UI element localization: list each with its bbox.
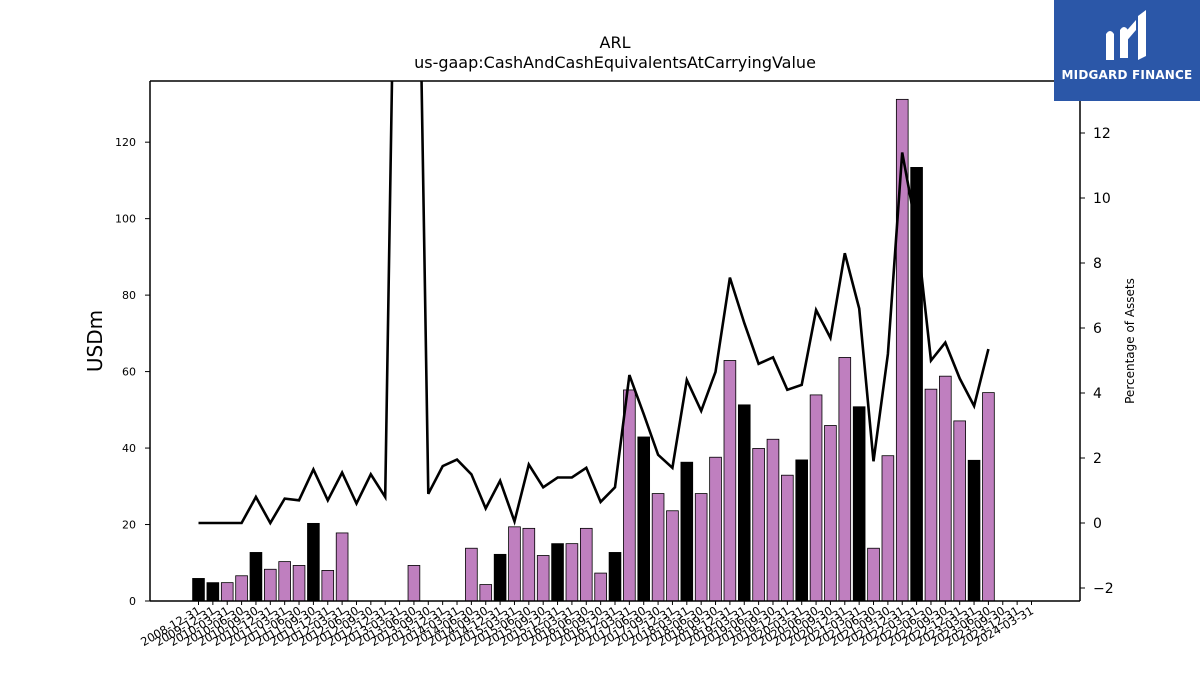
bar	[278, 561, 291, 602]
bar	[565, 543, 579, 602]
bar	[737, 404, 751, 602]
bar	[766, 438, 780, 602]
bar	[781, 474, 794, 602]
bar	[465, 547, 478, 602]
bar	[594, 572, 607, 602]
bar	[192, 578, 205, 602]
bar	[206, 582, 220, 602]
y2-tick-label: 4	[1093, 386, 1102, 402]
bar	[235, 575, 248, 602]
bar	[680, 461, 694, 602]
bar	[694, 493, 708, 602]
y-axis-label: USDm	[83, 310, 107, 372]
y2-tick-label: 8	[1093, 256, 1102, 272]
y2-tick-label: −2	[1093, 581, 1114, 597]
y-tick-label: 80	[122, 289, 136, 302]
bar	[795, 459, 808, 602]
midgard-logo-icon	[1106, 10, 1146, 60]
bar	[536, 555, 550, 602]
bar	[608, 552, 622, 602]
bar	[666, 510, 679, 602]
series-line	[198, 81, 990, 526]
bar	[264, 568, 277, 602]
bar	[809, 394, 823, 602]
bar	[522, 527, 536, 602]
bar	[924, 388, 938, 602]
y2-tick-label: 12	[1093, 126, 1111, 142]
y-tick-label: 40	[122, 442, 136, 455]
bar	[881, 455, 895, 602]
bar	[939, 375, 952, 602]
y2-tick-label: 2	[1093, 451, 1102, 467]
y-tick-label: 20	[122, 519, 136, 532]
bar	[579, 527, 593, 602]
bar	[623, 389, 636, 602]
y-tick-label: 100	[115, 213, 136, 226]
chart-title: ARL	[600, 33, 631, 52]
y-tick-label: 0	[129, 595, 136, 608]
bar	[982, 392, 995, 602]
bar	[321, 570, 335, 602]
y2-tick-label: 10	[1093, 191, 1111, 207]
bar	[220, 582, 234, 602]
bar	[852, 406, 866, 602]
bar	[967, 459, 981, 602]
bar	[637, 436, 651, 602]
bar	[335, 532, 349, 602]
bar	[307, 522, 320, 602]
bar	[723, 360, 737, 602]
y2-tick-label: 0	[1093, 516, 1102, 532]
bar	[709, 456, 722, 602]
bar	[407, 565, 421, 602]
bar	[249, 552, 263, 602]
bar	[508, 526, 521, 602]
y2-axis-label: Percentage of Assets	[1123, 278, 1137, 404]
brand-logo: MIDGARD FINANCE	[1054, 0, 1200, 101]
y-tick-label: 60	[122, 366, 136, 379]
bar	[479, 584, 493, 602]
bar	[838, 357, 852, 602]
bar	[752, 448, 765, 602]
bar	[651, 493, 665, 602]
bar	[953, 420, 966, 602]
bar	[292, 565, 306, 602]
bar	[867, 547, 880, 602]
bar	[551, 543, 564, 602]
y2-tick-label: 6	[1093, 321, 1102, 337]
bar	[493, 553, 507, 602]
bar	[824, 425, 837, 602]
brand-name: MIDGARD FINANCE	[1061, 68, 1193, 82]
chart-subtitle: us-gaap:CashAndCashEquivalentsAtCarrying…	[414, 53, 816, 72]
plot-area: 020406080100120−20246810122008-12-312009…	[115, 80, 1114, 649]
y-tick-label: 120	[115, 136, 136, 149]
